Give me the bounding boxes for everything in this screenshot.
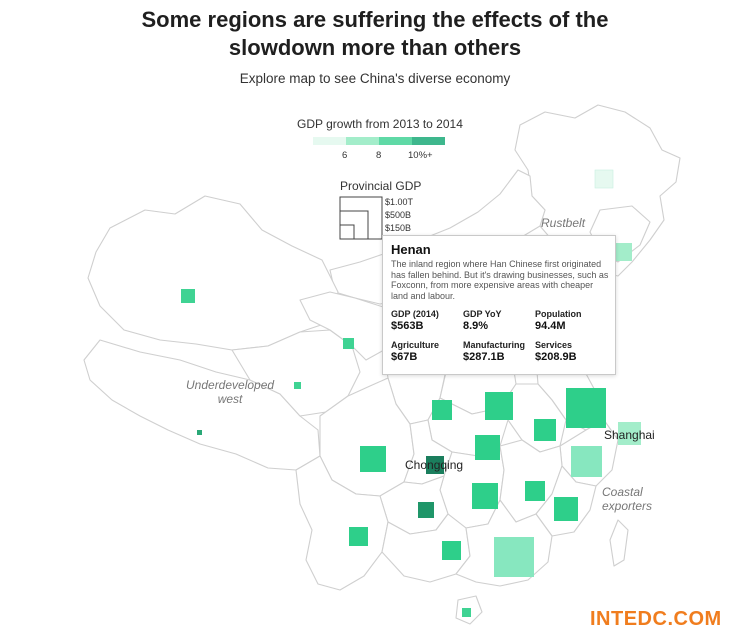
legend-swatch-1 (313, 137, 346, 145)
stat-manufacturing: Manufacturing $287.1B (463, 340, 533, 364)
square-shaanxi (432, 400, 452, 420)
square-hunan (472, 483, 498, 509)
region-yunnan (295, 455, 389, 591)
legend-tick-10: 10%+ (408, 150, 433, 161)
region-label-coastal-line1: Coastal (602, 485, 643, 499)
square-fujian (554, 497, 578, 521)
stat-manufacturing-value: $287.1B (463, 351, 505, 363)
square-henan (485, 392, 513, 420)
subtitle: Explore map to see China's diverse econo… (239, 71, 511, 86)
stat-services-label: Services (535, 340, 573, 350)
city-label-chongqing: Chongqing (405, 458, 464, 472)
size-legend-label-1t: $1.00T (385, 197, 414, 207)
square-anhui (534, 419, 556, 441)
region-qinghai (231, 329, 361, 417)
square-guizhou (418, 502, 434, 518)
watermark-logo: INTEDC.COM (590, 608, 722, 630)
square-guangxi (442, 541, 461, 560)
title-line-1: Some regions are suffering the effects o… (141, 7, 609, 32)
square-qinghai (294, 382, 301, 389)
legend-swatch-2 (346, 137, 379, 145)
size-legend-label-500b: $500B (385, 210, 412, 220)
region-xinjiang (87, 195, 339, 351)
stat-gdp: GDP (2014) $563B (391, 309, 461, 333)
province-tooltip: Henan The inland region where Han Chines… (382, 235, 616, 375)
square-jiangxi (525, 481, 545, 501)
region-label-coastal: Coastal exporters (602, 485, 652, 513)
square-liaoning (614, 243, 632, 261)
stat-agriculture-label: Agriculture (391, 340, 440, 350)
square-jiangsu (566, 388, 606, 428)
region-label-west: Underdeveloped west (186, 378, 274, 406)
stat-agriculture: Agriculture $67B (391, 340, 461, 364)
stat-services-value: $208.9B (535, 351, 577, 363)
stat-gdp-yoy-value: 8.9% (463, 320, 489, 332)
square-tibet (197, 430, 202, 435)
square-gansu (343, 338, 354, 349)
stat-gdp-label: GDP (2014) (391, 309, 439, 319)
legend-tick-6: 6 (342, 150, 348, 161)
legend-swatch-3 (379, 137, 412, 145)
square-xinjiang (181, 289, 195, 303)
tooltip-title: Henan (391, 242, 431, 257)
legend-color-bar (313, 137, 445, 145)
title-line-2: slowdown more than others (228, 35, 522, 60)
size-legend-label-150b: $150B (385, 223, 412, 233)
size-legend-title: Provincial GDP (340, 179, 422, 193)
square-hubei (475, 435, 500, 460)
square-yunnan (349, 527, 368, 546)
legend-tick-8: 8 (376, 150, 382, 161)
stat-manufacturing-label: Manufacturing (463, 340, 525, 350)
legend-swatch-4 (412, 137, 445, 145)
region-label-rustbelt: Rustbelt (541, 216, 586, 230)
square-guangdong (494, 537, 534, 577)
region-label-coastal-line2: exporters (602, 499, 653, 513)
stat-population: Population 94.4M (535, 309, 605, 333)
square-shanghai (618, 422, 641, 445)
tooltip-description: The inland region where Han Chinese firs… (391, 259, 609, 301)
region-taiwan (609, 519, 629, 567)
square-zhejiang (571, 446, 602, 477)
size-legend-small (339, 224, 355, 240)
stat-agriculture-value: $67B (391, 351, 418, 363)
city-label-shanghai: Shanghai (604, 428, 655, 442)
stat-gdp-yoy-label: GDP YoY (463, 309, 502, 319)
square-heilongjiang (594, 169, 614, 189)
square-chongqing (426, 456, 444, 474)
region-label-west-line2: west (217, 392, 243, 406)
legend-title: GDP growth from 2013 to 2014 (297, 117, 463, 131)
page-title: Some regions are suffering the effects o… (0, 6, 750, 62)
square-hainan (462, 608, 471, 617)
stat-gdp-value: $563B (391, 320, 424, 332)
region-label-west-line1: Underdeveloped (186, 378, 275, 392)
square-sichuan (360, 446, 386, 472)
stat-population-label: Population (535, 309, 582, 319)
stat-population-value: 94.4M (535, 320, 566, 332)
stat-gdp-yoy: GDP YoY 8.9% (463, 309, 533, 333)
stat-services: Services $208.9B (535, 340, 605, 364)
